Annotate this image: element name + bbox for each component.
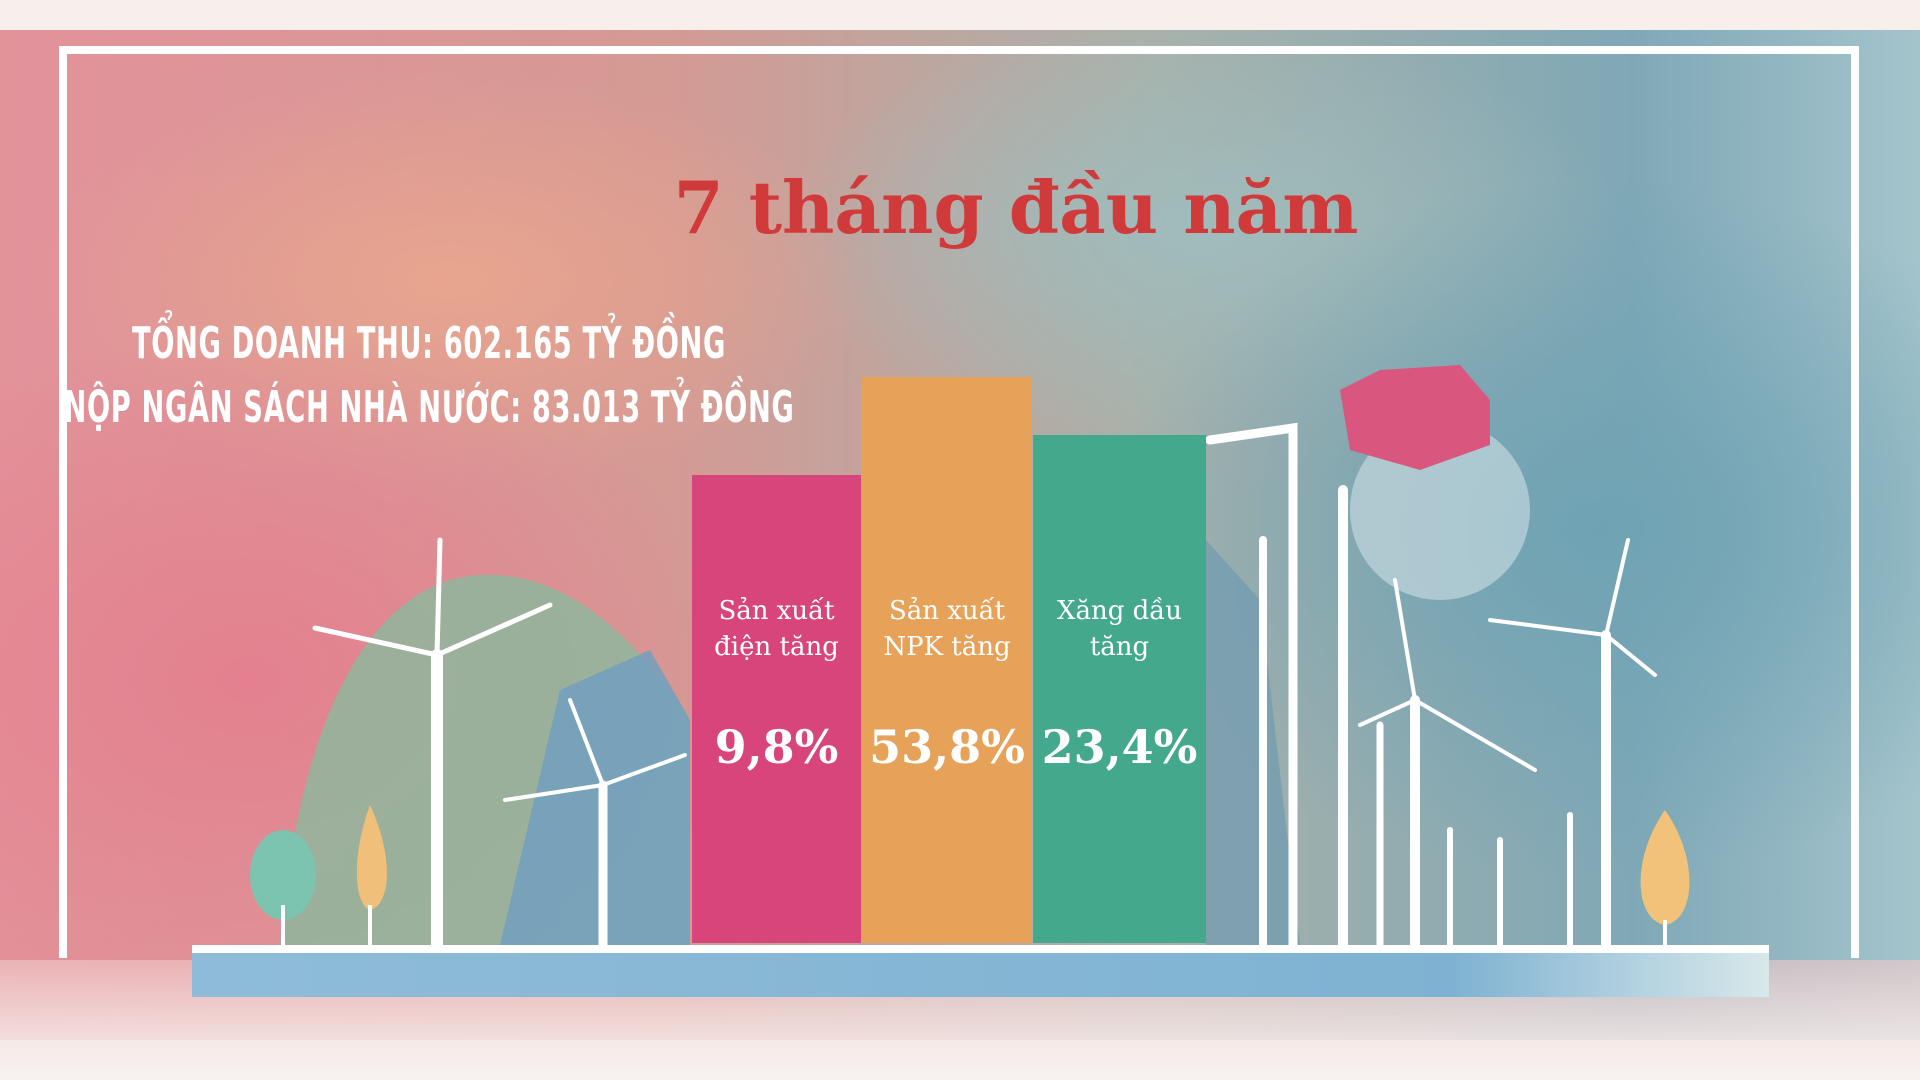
bar-label: Sản xuất NPK tăng [883, 596, 1011, 662]
total-revenue: TỔNG DOANH THU: 602.165 TỶ ĐỒNG [132, 318, 726, 369]
tree [356, 805, 387, 910]
bar-content: Xăng dầu tăng 23,4% [1033, 593, 1206, 775]
bar-value: 23,4% [1041, 720, 1198, 774]
hill [500, 650, 690, 945]
bar-label: Xăng dầu tăng [1057, 596, 1182, 662]
bar-value: 53,8% [869, 720, 1025, 774]
bar-electricity: Sản xuất điện tăng 9,8% [692, 475, 861, 943]
bar-value: 9,8% [714, 720, 839, 774]
light-glow [1350, 420, 1530, 600]
state-budget: NỘP NGÂN SÁCH NHÀ NƯỚC: 83.013 TỶ ĐỒNG [63, 382, 795, 433]
bar-content: Sản xuất NPK tăng 53,8% [862, 593, 1032, 775]
page-title: 7 tháng đầu năm [673, 165, 1359, 250]
bar-npk: Sản xuất NPK tăng 53,8% [862, 377, 1032, 943]
white-frame [59, 46, 1859, 958]
turbines [312, 422, 1657, 951]
tree [1640, 810, 1690, 925]
hill [1206, 540, 1300, 945]
bar-label: Sản xuất điện tăng [714, 596, 839, 662]
crane-cabin [1340, 365, 1490, 470]
bar-petroleum: Xăng dầu tăng 23,4% [1033, 435, 1206, 943]
bar-content: Sản xuất điện tăng 9,8% [692, 593, 861, 775]
ground-platform [192, 945, 1769, 997]
tree [250, 830, 316, 920]
